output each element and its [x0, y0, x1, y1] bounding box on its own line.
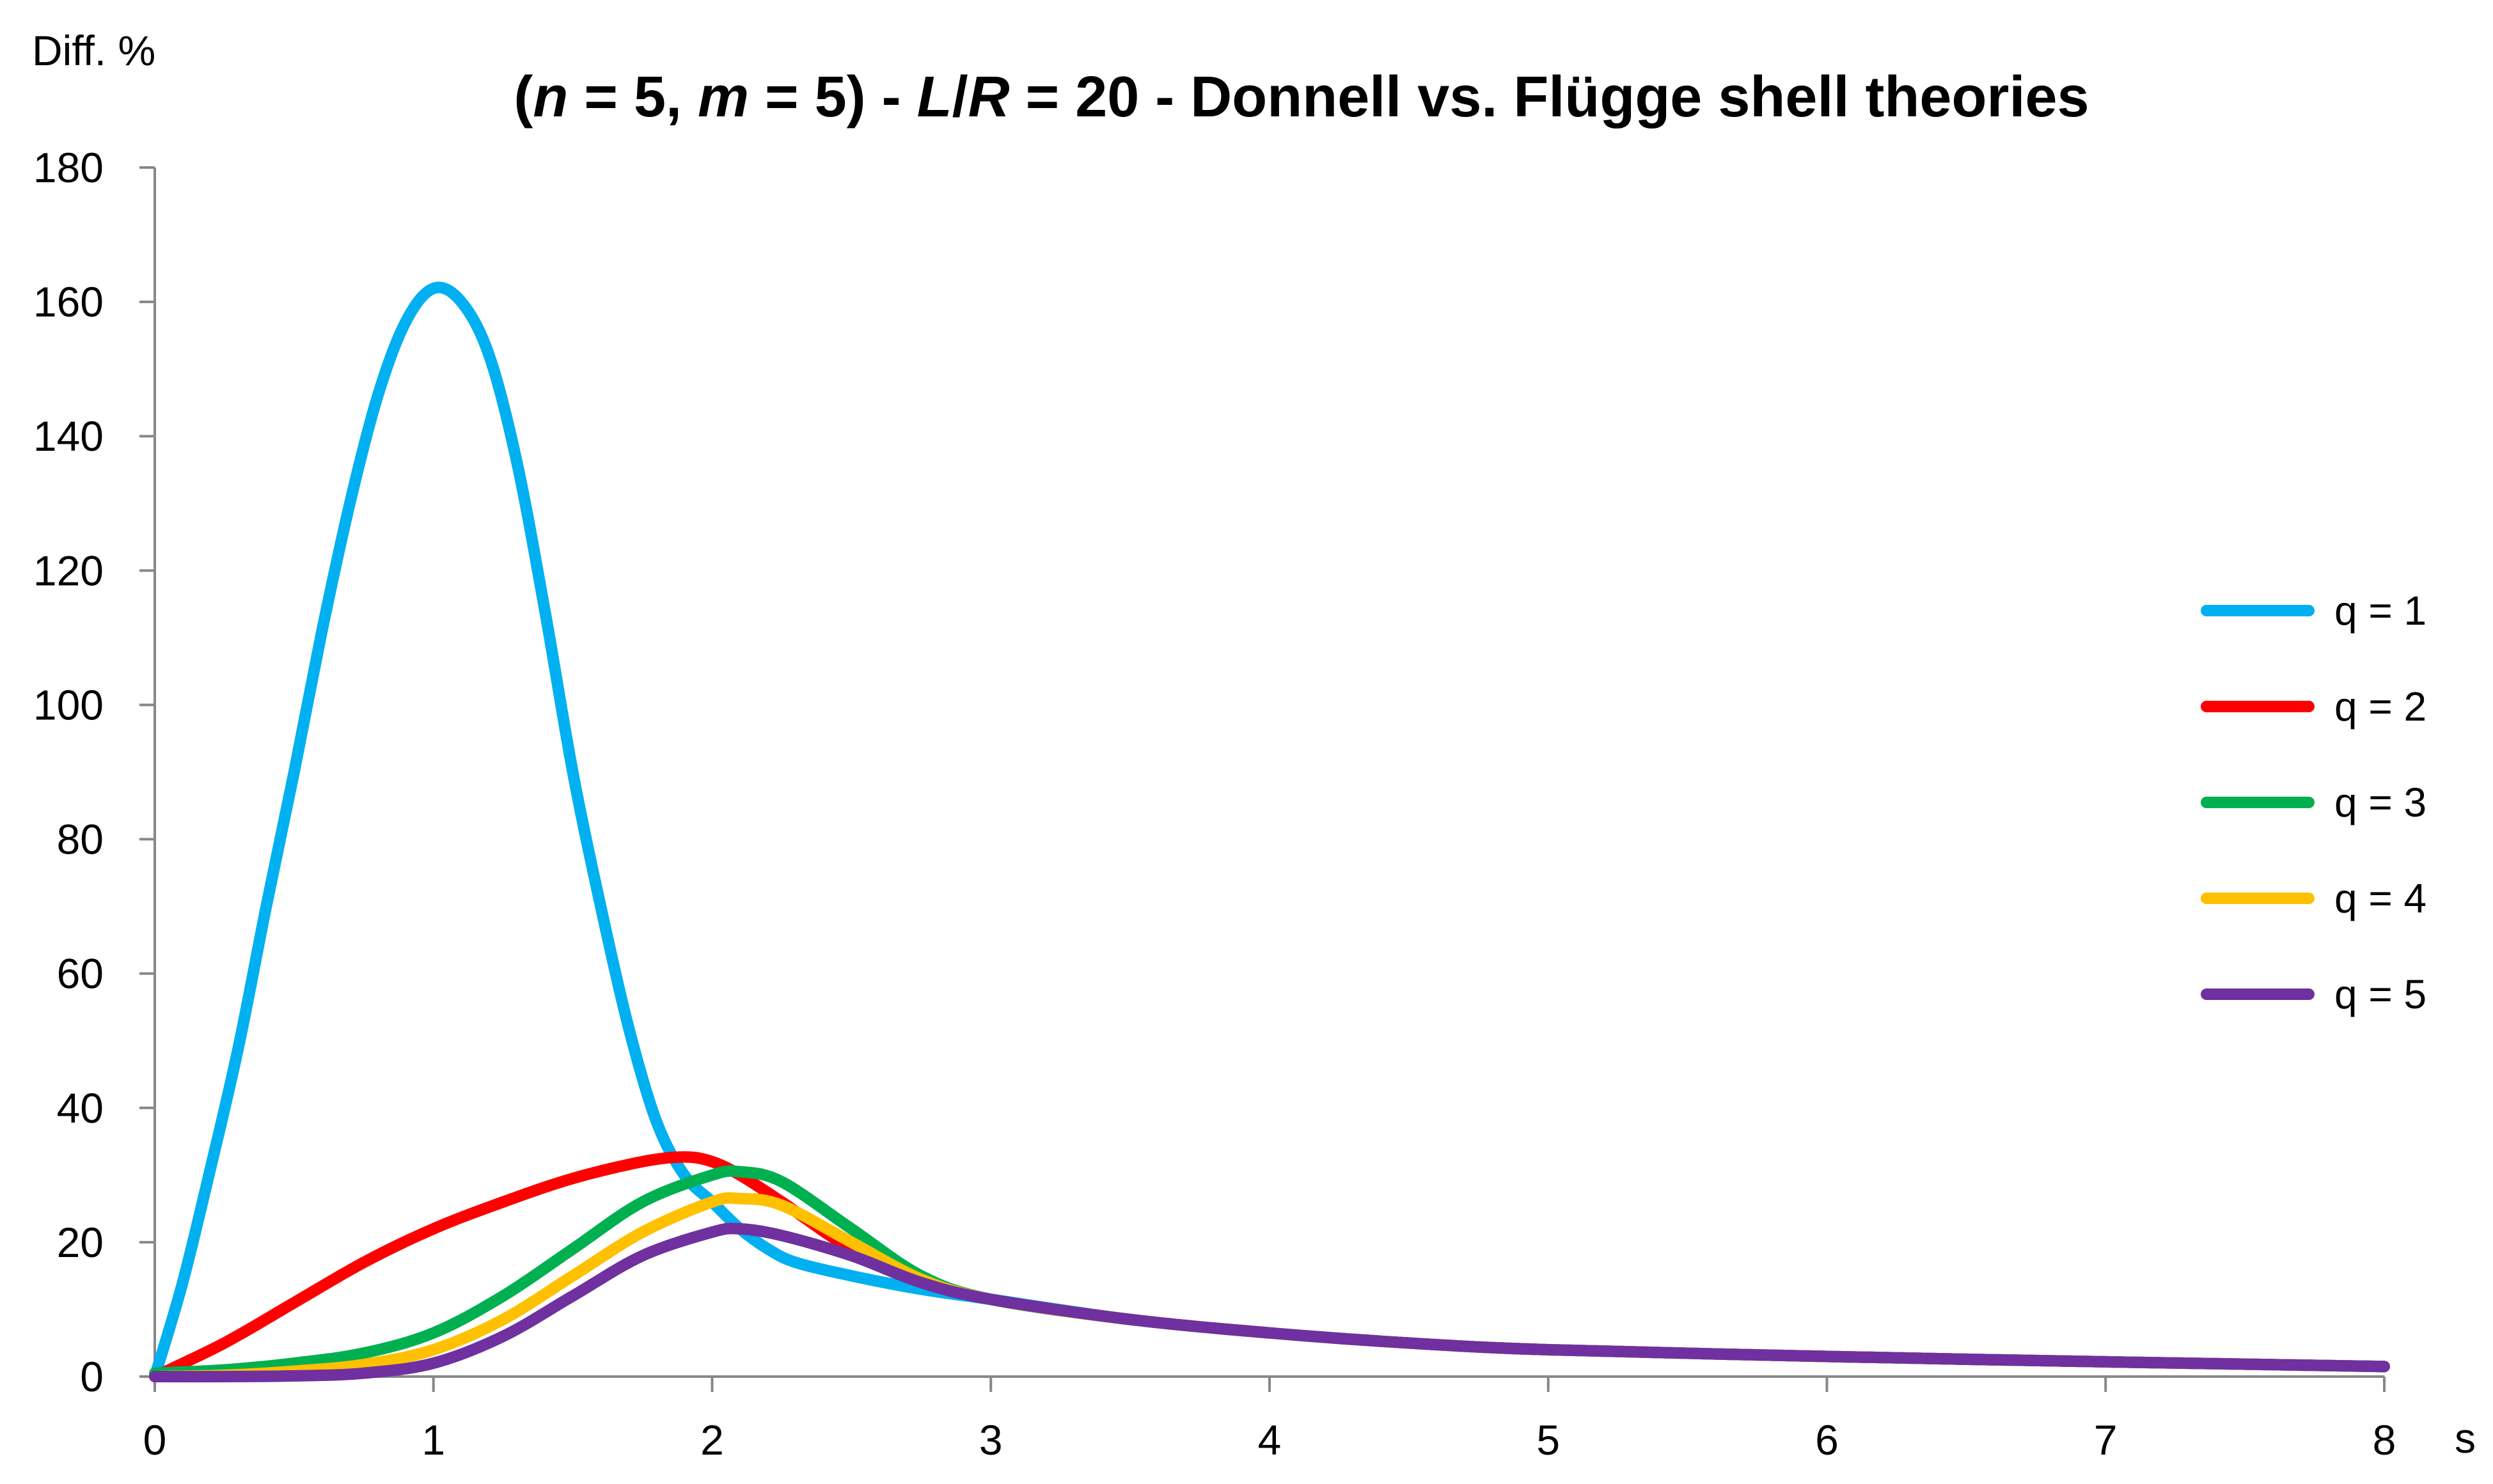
x-tick-label: 7 [2094, 1416, 2118, 1464]
legend-label: q = 4 [2334, 875, 2426, 921]
x-tick-label: 0 [143, 1416, 167, 1464]
x-tick-label: 1 [421, 1416, 445, 1464]
chart-title-part: = 5, [568, 65, 698, 129]
chart-title-part: ( [514, 65, 533, 129]
series-line-q1 [149, 281, 2390, 1382]
series-line-q5 [149, 1222, 2390, 1383]
legend-label: q = 2 [2334, 683, 2426, 730]
y-tick-label: 20 [57, 1219, 104, 1266]
chart-title-part: m [698, 65, 749, 129]
x-tick-label: 2 [700, 1416, 724, 1464]
x-tick-label: 5 [1536, 1416, 1560, 1464]
y-tick-label: 120 [33, 547, 104, 594]
chart-title-part: R [968, 65, 1010, 129]
y-tick-label: 140 [33, 412, 104, 460]
series-group [149, 281, 2390, 1383]
chart-title-part: = 5) - [749, 65, 917, 129]
chart-title-part: / [952, 65, 968, 129]
axes: 0 20 40 60 80 100 120 140 160 180 0 1 2 3 4 5 6 7 8 [33, 144, 2396, 1464]
series-line-q4 [149, 1192, 2390, 1382]
legend: q = 1 q = 2 q = 3 q = 4 q = 5 [2201, 588, 2426, 1017]
y-tick-label: 160 [33, 278, 104, 325]
chart-title-part: n [533, 65, 568, 129]
chart-title: (n = 5, m = 5) - L/R = 20 - Donnell vs. … [514, 65, 2089, 129]
legend-label: q = 5 [2334, 971, 2426, 1017]
y-tick-label: 180 [33, 144, 104, 191]
y-tick-label: 80 [57, 816, 104, 863]
legend-label: q = 3 [2334, 779, 2426, 825]
y-tick-label: 100 [33, 681, 104, 728]
y-tick-label: 40 [57, 1084, 104, 1132]
legend-label: q = 1 [2334, 588, 2426, 634]
y-axis-title: Diff. % [32, 27, 155, 74]
chart-title-part: L [917, 65, 952, 129]
x-tick-label: 8 [2373, 1416, 2396, 1464]
x-tick-label: 6 [1815, 1416, 1839, 1464]
x-tick-label: 3 [979, 1416, 1003, 1464]
x-tick-label: 4 [1258, 1416, 1282, 1464]
x-axis-title: s [2455, 1414, 2476, 1462]
y-tick-label: 0 [80, 1353, 104, 1400]
y-tick-label: 60 [57, 950, 104, 997]
chart-title-part: = 20 - Donnell vs. Flügge shell theories [1010, 65, 2089, 129]
